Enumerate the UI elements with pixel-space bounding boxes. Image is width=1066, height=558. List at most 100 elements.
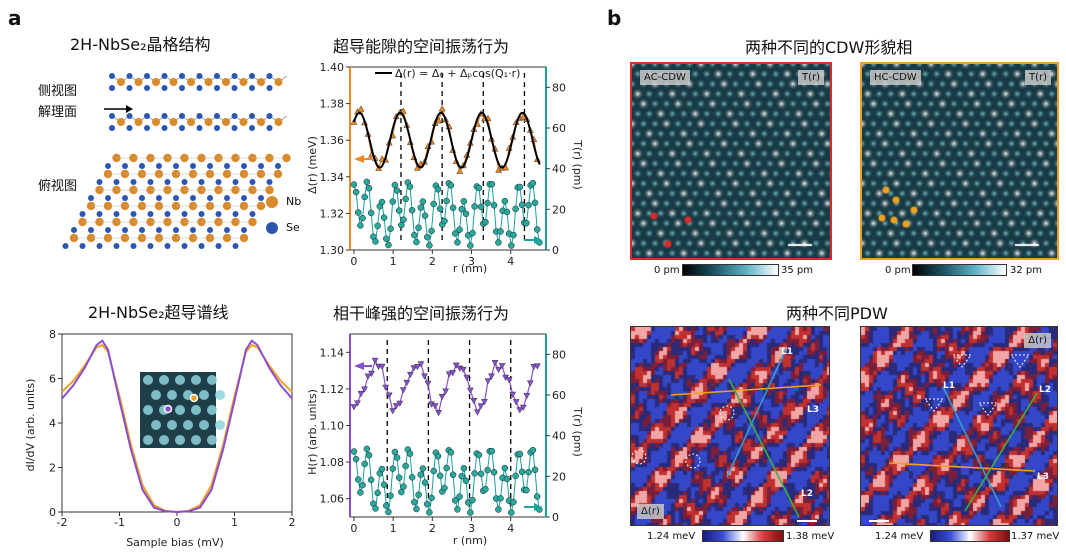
inset-atom <box>215 420 225 430</box>
legend-nb-label: Nb <box>286 195 302 208</box>
inset-atom <box>191 405 201 415</box>
y-tick-label: 1.12 <box>320 383 345 396</box>
lower-series-point <box>503 208 511 216</box>
lattice-se-atom <box>249 85 255 91</box>
lattice-nb-atom <box>187 78 195 86</box>
lower-series-point <box>503 475 511 483</box>
x-tick-label: 2 <box>429 522 436 535</box>
lower-series-point <box>449 204 457 212</box>
lattice-se-atom <box>196 113 203 119</box>
inset-atom <box>151 390 161 400</box>
upper-series-point <box>431 403 439 410</box>
upper-series-point <box>382 384 390 392</box>
lower-series-point <box>372 505 379 512</box>
x-tick-label: 0 <box>350 522 357 535</box>
lattice-top-se <box>164 211 171 217</box>
lower-series-point <box>443 197 450 205</box>
upper-series-point <box>410 365 418 372</box>
inset-atom <box>151 420 161 430</box>
lower-series-point <box>495 506 502 513</box>
gap-xlabel: r (nm) <box>453 262 487 275</box>
cleave-plane-label: 解理面 <box>38 105 78 120</box>
spectrum-y-tick-label: 4 <box>49 417 56 430</box>
lower-series-point <box>354 209 362 216</box>
lattice-se-atom <box>231 113 238 119</box>
lower-series-point <box>533 493 541 500</box>
lower-series-point <box>426 509 433 516</box>
gap-plot: r (nm) Δ(r) (meV) T(r) (pm) Δ(r) = Δ₀ + … <box>306 61 584 275</box>
y-right-tick-label: 60 <box>552 122 566 135</box>
lattice-se-atom <box>126 113 133 119</box>
lower-series-point <box>408 474 416 481</box>
spectrum-x-tick-label: 0 <box>174 516 181 529</box>
legend-nb-swatch <box>266 196 278 208</box>
lower-series-point <box>430 467 437 475</box>
lower-series-point <box>434 185 442 193</box>
upper-series-point <box>473 409 481 416</box>
y-right-tick-label: 0 <box>552 244 559 257</box>
ac-cdw-colorbar <box>682 264 779 276</box>
lower-series-point <box>467 509 474 516</box>
coherence-plot: r (nm) H(r) (arb. units) T(r) (pm) 0 1 2 3 4… <box>306 333 584 547</box>
lattice-se-atom <box>196 85 203 91</box>
lattice-top-se <box>88 195 94 201</box>
lower-series-point <box>531 199 539 207</box>
upper-series-point <box>403 379 411 387</box>
lower-series-point <box>408 207 416 214</box>
spectrum-x-tick-label: 2 <box>289 516 296 529</box>
coh-xlabel: r (nm) <box>453 534 487 547</box>
y-tick-label: 1.34 <box>320 171 345 184</box>
lower-series-point <box>469 229 476 237</box>
lattice-top-se <box>147 179 154 185</box>
upper-series-point <box>470 398 478 405</box>
lower-series-point <box>477 203 485 211</box>
lattice-top-se <box>105 227 111 233</box>
lattice-se-atom <box>214 73 220 79</box>
x-tick-label: 2 <box>429 255 436 268</box>
lower-series-point <box>428 494 435 502</box>
inset-atom <box>191 375 201 385</box>
lower-series-point <box>516 183 524 191</box>
lattice-top-se <box>147 211 154 217</box>
upper-series-point <box>526 380 534 387</box>
lower-series-point <box>391 448 399 456</box>
lower-series-point <box>525 201 532 209</box>
upper-series-point <box>477 403 485 410</box>
lower-series-point <box>389 198 396 205</box>
lower-series-point <box>497 228 504 235</box>
top-view-label: 俯视图 <box>38 179 78 194</box>
lower-series-point <box>387 492 394 499</box>
lower-series-point <box>471 470 478 477</box>
inset-atom <box>183 420 193 430</box>
lower-series-point <box>462 477 470 485</box>
spectrum-x-tick-label: -2 <box>57 516 68 529</box>
lattice-top-se <box>215 179 222 185</box>
inset-atom <box>143 375 153 385</box>
lower-series-point <box>415 224 422 232</box>
lower-series-point <box>452 497 459 504</box>
inset-atom <box>215 390 225 400</box>
lower-series-point <box>359 214 366 222</box>
lattice-top-se <box>173 195 179 201</box>
upper-series-point <box>459 366 467 374</box>
lower-series-point <box>490 202 498 209</box>
upper-series-point <box>533 363 541 370</box>
pdw-left-cbar-min: 1.24 meV <box>647 531 696 542</box>
lattice-top-se <box>96 179 103 185</box>
lower-series-point <box>411 231 418 239</box>
y-right-tick-label: 80 <box>552 348 566 361</box>
lattice-top-se <box>190 227 196 233</box>
spectrum-title: 2H-NbSe₂超导谱线 <box>88 303 229 322</box>
pdw-left-l3: L3 <box>807 405 819 415</box>
upper-series-point <box>452 362 460 369</box>
panel-a-letter: a <box>8 6 22 30</box>
lattice-nb-atom <box>134 118 143 126</box>
pdw-left-canvas <box>631 327 829 525</box>
upper-series-point <box>442 388 450 395</box>
lattice-top-se <box>88 227 94 233</box>
upper-series-point <box>484 378 492 385</box>
spectrum-inset <box>140 372 225 448</box>
lattice-se-atom <box>179 113 185 119</box>
pdw-right-canvas <box>861 327 1057 525</box>
lower-series-point <box>352 455 360 463</box>
